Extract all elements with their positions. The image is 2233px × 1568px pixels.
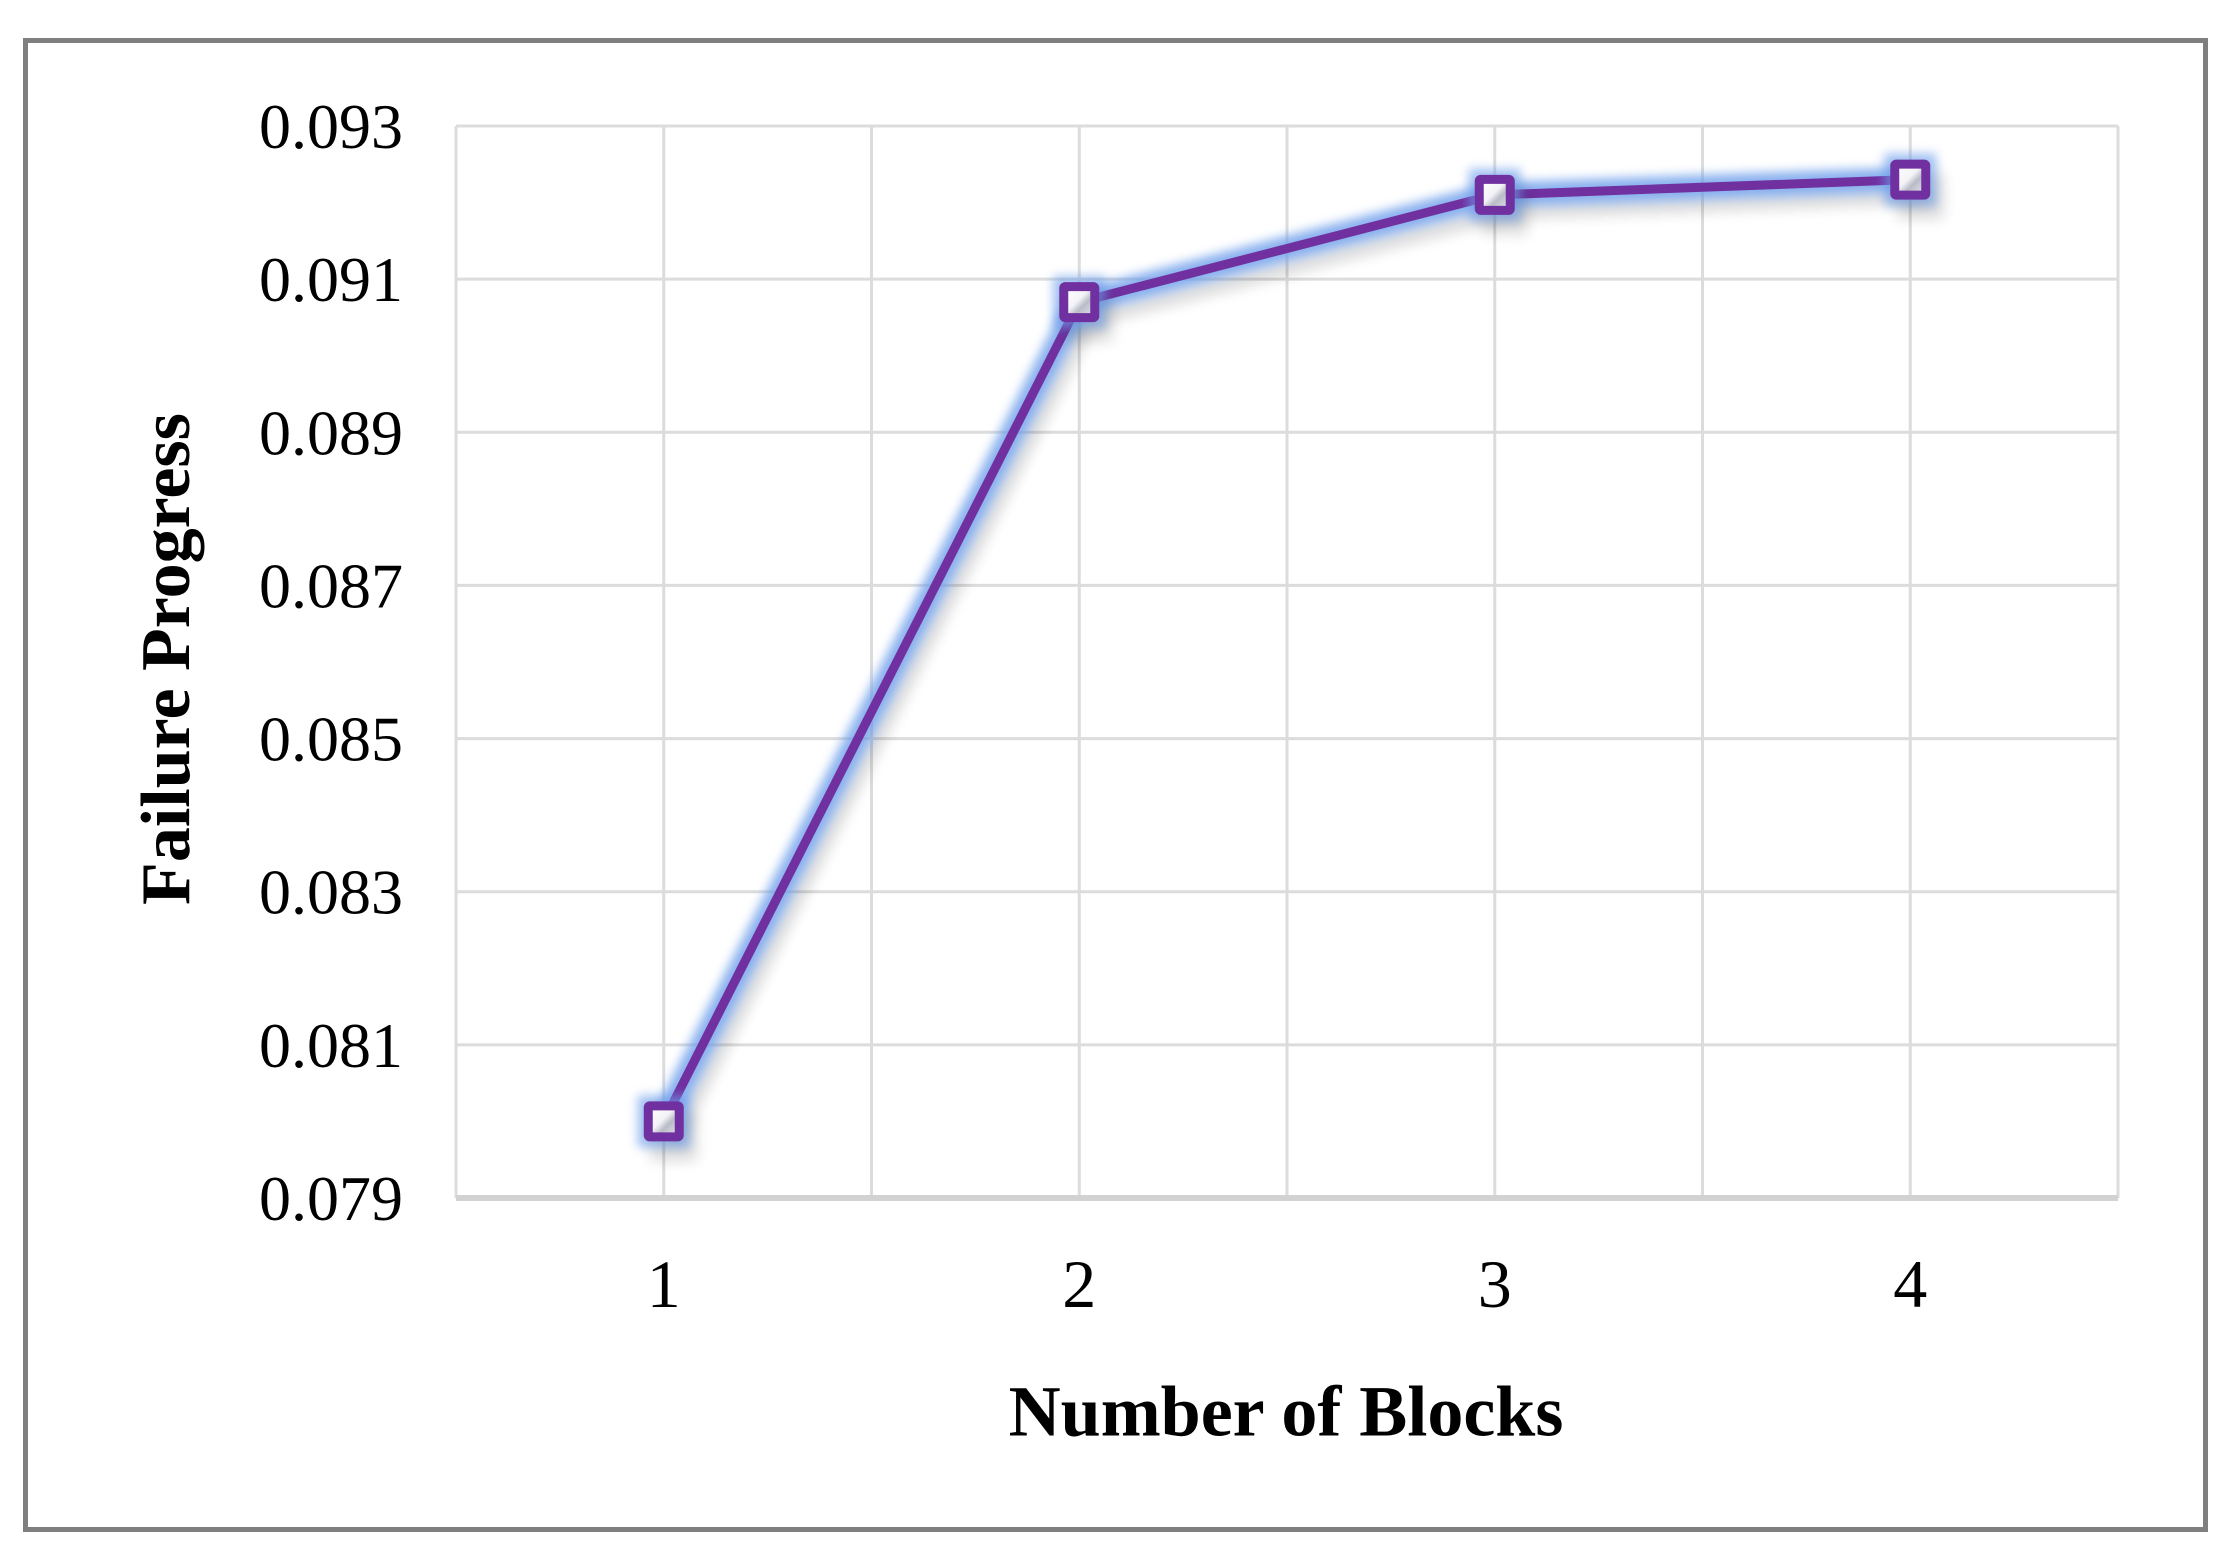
x-tick-label: 3 <box>1478 1246 1512 1322</box>
series-line <box>659 175 1915 1126</box>
data-point-marker <box>1059 282 1100 323</box>
y-tick-label: 0.083 <box>259 857 403 928</box>
y-tick-label: 0.089 <box>259 397 403 468</box>
y-tick-label: 0.079 <box>259 1163 403 1234</box>
x-tick-label: 1 <box>647 1246 681 1322</box>
data-point-marker <box>1890 159 1931 200</box>
x-axis-title: Number of Blocks <box>1008 1371 1564 1452</box>
x-tick-label: 2 <box>1062 1246 1096 1322</box>
y-tick-label: 0.081 <box>259 1010 403 1081</box>
data-point-marker <box>643 1101 684 1142</box>
series-line-shadow <box>668 190 1928 1145</box>
data-point-marker <box>1474 174 1515 215</box>
x-tick-label: 4 <box>1893 1246 1927 1322</box>
y-tick-label: 0.091 <box>259 244 403 315</box>
y-tick-label: 0.093 <box>259 91 403 162</box>
y-axis-title: Failure Progress <box>128 413 205 905</box>
y-tick-label: 0.085 <box>259 704 403 775</box>
y-tick-label: 0.087 <box>259 550 403 621</box>
